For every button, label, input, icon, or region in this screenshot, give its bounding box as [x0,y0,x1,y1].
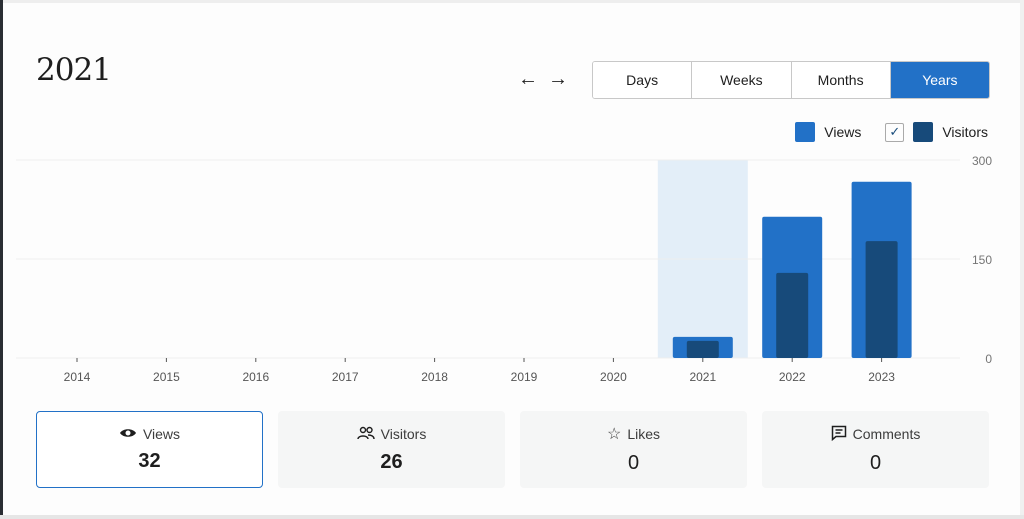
stat-card-views[interactable]: Views 32 [36,411,263,488]
stat-value: 0 [627,452,640,474]
comment-icon [831,425,847,444]
stat-card-comments[interactable]: Comments 0 [762,411,989,488]
bottom-edge [0,515,1024,519]
next-arrow-icon[interactable]: → [548,68,568,90]
visitors-bar [776,272,809,358]
stat-card-visitors[interactable]: Visitors 26 [278,411,505,488]
period-selector: Days Weeks Months Years [592,61,990,99]
legend-views: Views [824,124,862,140]
people-icon [356,426,375,443]
stat-label: Likes [627,426,661,442]
visitors-bar [686,340,719,358]
x-tick-label: 2023 [868,370,895,384]
chart-legend: Views ✓ Visitors [795,122,988,142]
x-tick-label: 2014 [64,370,91,384]
stat-label: Comments [852,426,921,442]
stat-value: 0 [869,451,882,474]
x-tick-label: 2017 [332,370,359,384]
x-tick-label: 2015 [153,370,180,384]
x-tick-label: 2018 [421,370,448,384]
visitors-bar [865,241,898,358]
views-swatch [795,122,816,142]
stat-label: Visitors [380,426,427,442]
tab-years[interactable]: Years [890,62,989,98]
period-title: 2021 [36,52,112,88]
x-tick-label: 2022 [779,370,806,384]
previous-arrow-icon[interactable]: ← [518,68,538,90]
check-icon: ✓ [889,124,901,139]
x-tick-label: 2021 [689,370,716,384]
x-tick-label: 2019 [511,370,538,384]
x-tick-label: 2020 [600,370,627,384]
x-tick-label: 2016 [242,370,269,384]
visitors-swatch [913,122,934,142]
stat-value: 32 [138,450,161,472]
y-tick-label: 150 [972,253,992,267]
y-tick-label: 0 [985,352,992,366]
bar-chart: 0 150 300 2014 2015 2016 2017 2018 2019 2020 2021 2… [16,154,992,384]
eye-icon [119,426,137,442]
stats-cards: Views 32 Visitors 26 ☆ Likes 0 Comments 0 [36,411,989,488]
period-navigation: ← → [518,68,568,91]
right-edge [1020,0,1024,519]
stat-label: Views [142,426,181,442]
stat-value: 26 [380,450,403,473]
top-edge [3,0,1024,3]
visitors-checkbox[interactable]: ✓ [885,122,905,142]
window-edge [0,0,3,519]
star-icon: ☆ [606,426,622,443]
stat-card-likes[interactable]: ☆ Likes 0 [520,411,747,488]
tab-months[interactable]: Months [791,62,891,98]
tab-days[interactable]: Days [593,62,693,98]
legend-visitors: Visitors [942,124,988,140]
y-tick-label: 300 [972,154,992,168]
tab-weeks[interactable]: Weeks [692,62,792,98]
